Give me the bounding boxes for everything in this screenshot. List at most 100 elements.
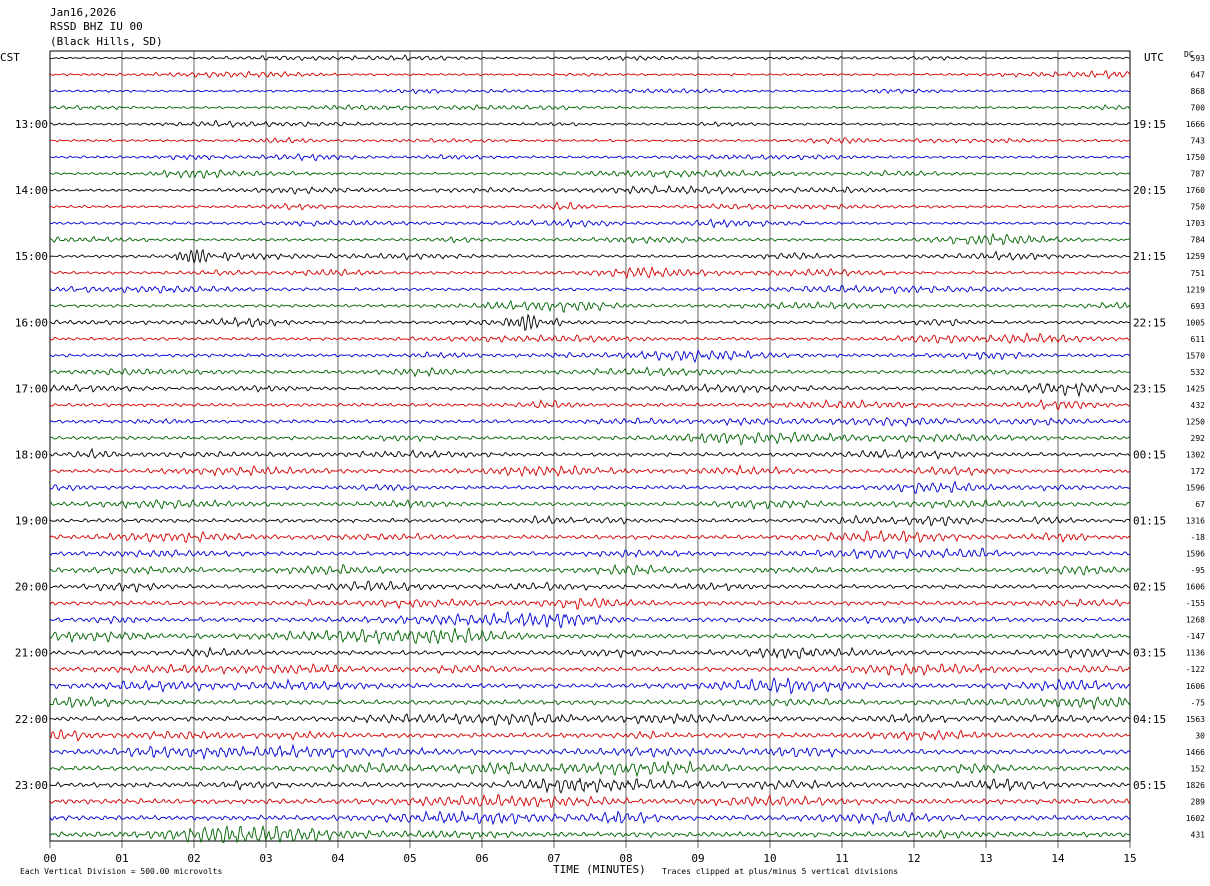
dc-offset-label: 700 [1191, 104, 1206, 113]
x-axis-title: TIME (MINUTES) [553, 863, 646, 876]
seismic-trace [49, 547, 1131, 560]
x-tick-label: 05 [403, 852, 416, 865]
dc-offset-label: 611 [1191, 335, 1206, 344]
dc-offset-label: 1570 [1186, 351, 1205, 360]
x-tick-label: 01 [115, 852, 128, 865]
left-hour-label: 21:00 [15, 647, 48, 660]
right-hour-label: 22:15 [1133, 316, 1166, 329]
dc-offset-label: 1596 [1186, 550, 1205, 559]
seismic-trace [49, 480, 1131, 495]
dc-offset-label: 432 [1191, 401, 1206, 410]
dc-offset-label: 431 [1191, 830, 1206, 839]
dc-offset-label: 787 [1191, 170, 1206, 179]
x-tick-labels: 00 01 02 03 04 05 06 07 08 09 10 11 12 13 14 15 [43, 852, 1136, 865]
dc-offset-label: 1268 [1186, 616, 1205, 625]
seismic-trace [49, 153, 1131, 162]
right-hour-label: 20:15 [1133, 184, 1166, 197]
seismic-trace [49, 729, 1131, 742]
x-tick-label: 15 [1123, 852, 1136, 865]
x-tick-label: 07 [547, 852, 560, 865]
dc-offset-label: 289 [1191, 797, 1206, 806]
seismic-trace [49, 662, 1131, 677]
dc-offset-label: 1259 [1186, 252, 1205, 261]
x-tick-label: 14 [1051, 852, 1065, 865]
plot-frame [49, 50, 1131, 842]
x-tick-label: 12 [907, 852, 920, 865]
right-hour-label: 05:15 [1133, 779, 1166, 792]
seismic-trace [49, 646, 1131, 660]
left-hour-label: 22:00 [15, 713, 48, 726]
seismic-trace [49, 743, 1131, 761]
seismic-trace [49, 382, 1131, 398]
dc-offset-label: 30 [1195, 731, 1205, 740]
location-label: (Black Hills, SD) [50, 35, 163, 48]
seismic-trace [49, 610, 1130, 629]
dc-offset-label: 1606 [1186, 682, 1205, 691]
seismic-trace [49, 232, 1131, 246]
dc-offset-label: -18 [1191, 533, 1206, 542]
dc-offset-label: 784 [1191, 236, 1206, 245]
seismic-trace [49, 777, 1131, 794]
seismic-trace [49, 529, 1131, 544]
hour-labels: 13:00 19:15 14:00 20:15 15:00 21:15 16:00 22:15… [15, 118, 1166, 792]
dc-offset-label: 1136 [1186, 649, 1205, 658]
seismic-trace [49, 349, 1131, 364]
seismic-trace [49, 265, 1130, 280]
dc-offset-label: 1005 [1186, 318, 1205, 327]
left-hour-label: 17:00 [15, 382, 48, 395]
seismic-trace [50, 760, 1131, 778]
seismic-trace [49, 54, 1130, 62]
dc-offset-label: 292 [1191, 434, 1206, 443]
right-hour-label: 00:15 [1133, 448, 1166, 461]
dc-offset-label: 1666 [1186, 120, 1205, 129]
minute-gridlines [49, 51, 1131, 848]
dc-offset-label: -95 [1191, 566, 1206, 575]
seismic-trace [49, 597, 1131, 610]
dc-offset-label: 868 [1191, 87, 1206, 96]
seismic-trace [49, 464, 1131, 478]
left-hour-label: 15:00 [15, 250, 48, 263]
dc-offset-label: 1250 [1186, 417, 1205, 426]
x-tick-label: 11 [835, 852, 848, 865]
seismic-trace [49, 104, 1131, 111]
dc-offset-label: -75 [1191, 698, 1206, 707]
seismic-trace [49, 70, 1131, 80]
seismic-trace [49, 676, 1131, 695]
right-hour-label: 02:15 [1133, 581, 1166, 594]
seismic-trace [49, 398, 1131, 411]
right-hour-label: 23:15 [1133, 382, 1166, 395]
x-tick-label: 13 [979, 852, 992, 865]
dc-offset-label: 1760 [1186, 186, 1205, 195]
dc-offset-label: -147 [1186, 632, 1205, 641]
dc-label: DC [1184, 50, 1194, 59]
seismic-trace [49, 810, 1131, 826]
right-hour-label: 04:15 [1133, 713, 1166, 726]
seismic-trace [49, 248, 1131, 264]
dc-offset-label: -155 [1186, 599, 1205, 608]
x-tick-label: 10 [763, 852, 776, 865]
dc-offset-label: 1563 [1186, 715, 1205, 724]
dc-offset-label: 152 [1191, 764, 1206, 773]
x-tick-label: 00 [43, 852, 56, 865]
dc-offset-label: 647 [1191, 71, 1206, 80]
seismic-trace [49, 696, 1131, 711]
dc-offset-label: 1316 [1186, 517, 1205, 526]
dc-offset-label: 743 [1191, 137, 1206, 146]
clip-note: Traces clipped at plus/minus 5 vertical … [662, 867, 898, 876]
x-tick-label: 06 [475, 852, 488, 865]
right-hour-label: 01:15 [1133, 515, 1166, 528]
dc-offset-label: 1750 [1186, 153, 1205, 162]
dc-offset-label: 1466 [1186, 748, 1205, 757]
dc-offset-label: 1826 [1186, 781, 1205, 790]
dc-offset-label: -122 [1186, 665, 1205, 674]
seismic-trace [49, 580, 1131, 593]
seismic-trace [49, 366, 1130, 378]
x-tick-label: 03 [259, 852, 272, 865]
dc-offset-label: 1219 [1186, 285, 1205, 294]
left-timezone-label: CST [0, 51, 20, 64]
dc-offset-labels: 593 647 868 700 1666 743 1750 787 1760 750 1703 784… [1186, 54, 1205, 839]
seismic-trace [49, 431, 1131, 446]
seismic-trace [50, 824, 1131, 844]
dc-offset-label: 750 [1191, 203, 1206, 212]
